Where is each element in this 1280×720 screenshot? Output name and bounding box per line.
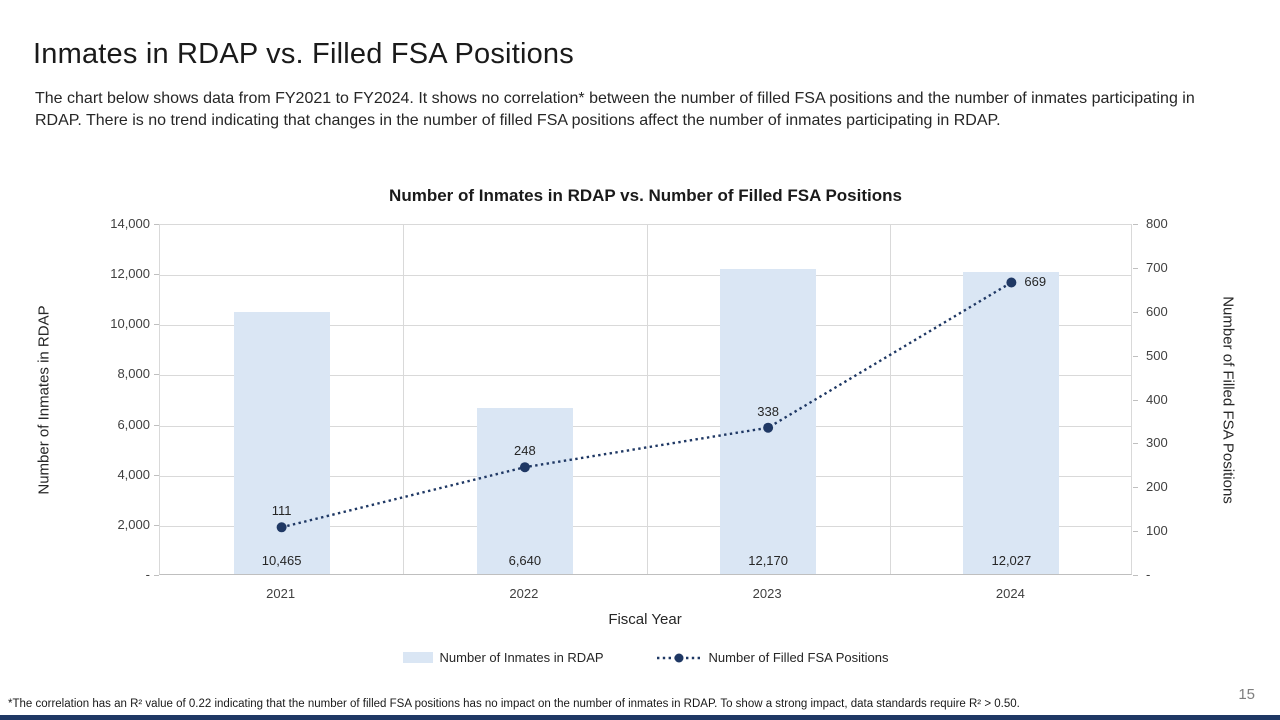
line-marker-2024	[1006, 277, 1017, 288]
x-axis-tick-label: 2022	[509, 586, 539, 601]
left-axis-tick-mark	[154, 274, 159, 276]
x-axis-tick-label: 2021	[266, 586, 296, 601]
slide-description: The chart below shows data from FY2021 t…	[35, 90, 1195, 129]
legend: Number of Inmates in RDAP Number of Fill…	[159, 650, 1132, 665]
right-axis-tick-label: 400	[1146, 391, 1168, 407]
right-axis-tick-label: 100	[1146, 523, 1168, 539]
left-axis-tick-mark	[154, 524, 159, 526]
right-axis-tick-mark	[1133, 575, 1138, 576]
left-axis-tick-mark	[154, 575, 159, 576]
right-axis-tick-label: 800	[1146, 216, 1168, 231]
slide-title: Inmates in RDAP vs. Filled FSA Positions	[33, 38, 574, 70]
bar-value-label: 10,465	[261, 553, 302, 568]
right-axis-tick-mark	[1133, 531, 1138, 533]
left-axis-title: Number of Inmates in RDAP	[35, 305, 53, 495]
right-axis-tick-label: 600	[1146, 303, 1168, 319]
right-axis-tick-mark	[1133, 399, 1138, 401]
line-marker-2023	[763, 422, 774, 433]
gridline-horizontal	[160, 275, 1131, 277]
bar-2023	[720, 268, 817, 574]
left-axis-tick-mark	[154, 474, 159, 476]
legend-label-bars: Number of Inmates in RDAP	[439, 650, 604, 665]
right-axis-tick-mark	[1133, 267, 1138, 269]
right-axis-tick-label: 500	[1146, 347, 1168, 363]
bar-2022	[476, 407, 573, 574]
left-axis-tick-label: -	[145, 567, 150, 582]
bar-value-label: 6,640	[508, 553, 542, 568]
left-axis-tick-label: 12,000	[110, 266, 150, 282]
right-axis-tick-mark	[1133, 443, 1138, 445]
right-axis-tick-label: 700	[1146, 259, 1168, 275]
legend-item-line: Number of Filled FSA Positions	[656, 650, 889, 665]
x-axis-tick-label: 2023	[752, 586, 782, 601]
right-axis-tick-label: 300	[1146, 435, 1168, 451]
right-axis-title: Number of Filled FSA Positions	[1219, 296, 1237, 504]
gridline-horizontal	[160, 525, 1131, 527]
gridline-horizontal	[160, 375, 1131, 377]
right-axis-tick-mark	[1133, 224, 1138, 225]
right-axis-tick-label: -	[1146, 567, 1151, 582]
bar-value-label: 12,027	[991, 553, 1032, 568]
legend-item-bars: Number of Inmates in RDAP	[402, 650, 604, 665]
left-axis-tick-mark	[154, 424, 159, 426]
right-axis-tick-mark	[1133, 311, 1138, 313]
x-axis-title: Fiscal Year	[608, 611, 682, 628]
gridline-vertical	[646, 225, 648, 574]
chart-title: Number of Inmates in RDAP vs. Number of …	[389, 186, 902, 205]
left-axis-tick-label: 8,000	[117, 366, 150, 382]
bottom-accent-bar	[0, 715, 1280, 720]
footnote: *The correlation has an R² value of 0.22…	[8, 698, 1020, 710]
bar-series-swatch	[402, 652, 433, 663]
gridline-horizontal	[160, 475, 1131, 477]
left-axis-tick-label: 10,000	[110, 316, 150, 332]
left-axis-tick-label: 2,000	[117, 516, 150, 532]
bar-value-label: 12,170	[748, 553, 788, 568]
right-axis-tick-label: 200	[1146, 479, 1168, 495]
right-axis-tick-mark	[1133, 355, 1138, 357]
page-number: 15	[1238, 686, 1255, 703]
gridline-vertical	[403, 225, 405, 574]
legend-label-line: Number of Filled FSA Positions	[708, 650, 889, 665]
line-series	[276, 277, 1017, 533]
gridline-horizontal	[160, 425, 1131, 427]
line-series-swatch	[656, 653, 701, 662]
plot-area: 10,465 6,640 12,170 12,027 111 248 338 669	[159, 224, 1132, 575]
line-value-label: 338	[757, 403, 779, 419]
left-axis-tick-label: 14,000	[110, 216, 150, 231]
gridline-vertical	[889, 225, 891, 574]
x-axis-tick-label: 2024	[995, 586, 1025, 601]
line-value-label: 111	[271, 503, 292, 519]
gridline-horizontal	[160, 325, 1131, 327]
line-marker-2022	[519, 462, 530, 473]
line-marker-2021	[276, 522, 287, 533]
left-axis-tick-mark	[154, 374, 159, 376]
left-axis-tick-label: 6,000	[117, 416, 150, 432]
bar-2024	[963, 272, 1060, 574]
left-axis-tick-mark	[154, 324, 159, 326]
line-value-label: 248	[514, 443, 536, 459]
left-axis-tick-label: 4,000	[117, 466, 150, 482]
left-axis-tick-mark	[154, 224, 159, 225]
line-value-label: 669	[1024, 274, 1047, 290]
right-axis-tick-mark	[1133, 487, 1138, 489]
